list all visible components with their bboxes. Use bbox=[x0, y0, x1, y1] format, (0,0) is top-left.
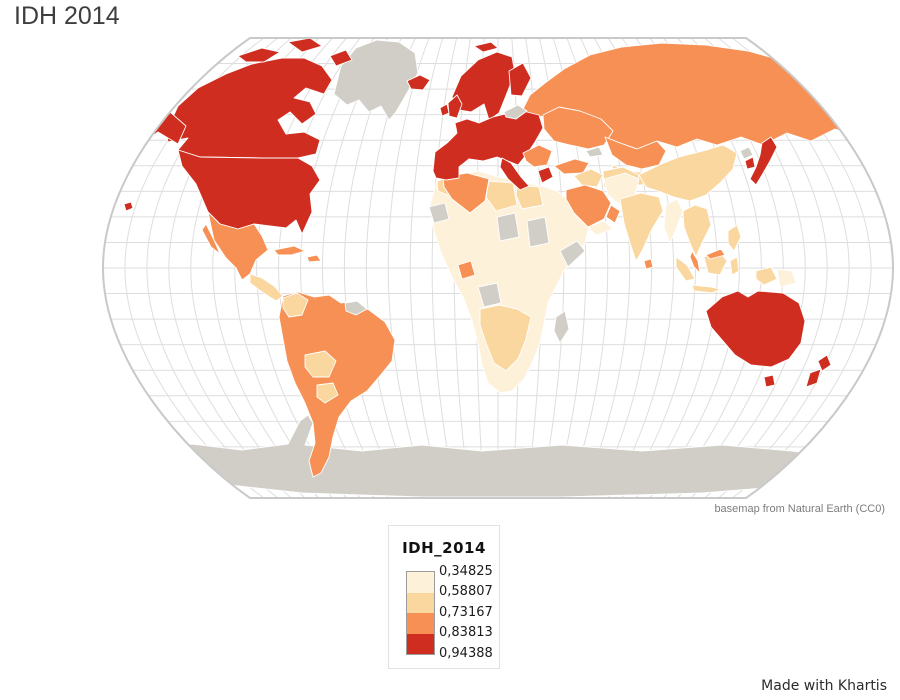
region-caucasus bbox=[585, 146, 604, 158]
region-egypt bbox=[515, 184, 544, 210]
region-central-america bbox=[249, 273, 284, 302]
region-ireland bbox=[439, 103, 450, 117]
region-somalia bbox=[559, 240, 586, 268]
region-china bbox=[638, 144, 738, 202]
basemap-attribution: basemap from Natural Earth (CC0) bbox=[714, 503, 885, 515]
region-sri-lanka bbox=[643, 258, 654, 270]
region-sudan bbox=[526, 216, 550, 248]
region-java bbox=[691, 284, 722, 294]
legend-swatch-class1 bbox=[407, 572, 434, 593]
legend-swatch-stack bbox=[406, 571, 435, 655]
region-chad bbox=[496, 212, 520, 242]
legend-value-3: 0,73167 bbox=[439, 605, 493, 620]
region-baltics bbox=[503, 104, 528, 120]
region-north-korea bbox=[739, 146, 754, 160]
region-iraq-syria bbox=[573, 168, 604, 188]
region-usa bbox=[177, 149, 321, 235]
region-south-america bbox=[278, 291, 396, 478]
region-ukraine-belarus bbox=[542, 106, 614, 150]
legend-value-2: 0,58807 bbox=[439, 584, 493, 599]
region-baja-california bbox=[201, 223, 221, 255]
region-tasmania bbox=[763, 374, 776, 388]
region-turkey bbox=[553, 158, 590, 175]
region-india bbox=[619, 192, 664, 262]
legend-labels: 0,34825 0,58807 0,73167 0,83813 0,94388 bbox=[439, 564, 503, 661]
region-png bbox=[776, 268, 797, 288]
region-bolivia bbox=[304, 350, 337, 378]
region-west-papua bbox=[755, 266, 778, 286]
region-guyanas bbox=[344, 300, 368, 316]
region-angola bbox=[477, 282, 502, 308]
legend-value-5: 0,94388 bbox=[439, 646, 493, 661]
region-nz-north bbox=[817, 354, 832, 372]
region-hawaii bbox=[123, 201, 134, 212]
region-yemen bbox=[587, 220, 614, 236]
region-africa bbox=[429, 170, 590, 394]
region-kazakhstan bbox=[604, 136, 667, 170]
region-iceland bbox=[406, 74, 431, 91]
region-arctic-island-2 bbox=[287, 38, 323, 53]
region-malay-peninsula bbox=[689, 250, 701, 274]
region-libya bbox=[485, 180, 518, 212]
legend-swatch-class3 bbox=[407, 613, 434, 634]
region-japan bbox=[749, 136, 778, 186]
page-title: IDH 2014 bbox=[14, 2, 120, 30]
region-mexico bbox=[207, 211, 269, 281]
region-italy bbox=[499, 157, 530, 191]
region-philippines bbox=[727, 224, 742, 252]
region-hispaniola bbox=[306, 254, 322, 263]
region-uk bbox=[447, 94, 463, 119]
region-southern-africa bbox=[479, 304, 532, 372]
region-sumatra bbox=[675, 256, 696, 282]
region-balkans bbox=[522, 144, 553, 168]
region-nz-south bbox=[805, 368, 822, 388]
region-cuba bbox=[273, 245, 306, 256]
legend-swatch-class2 bbox=[407, 592, 434, 613]
legend-value-1: 0,34825 bbox=[439, 564, 493, 579]
region-myanmar bbox=[663, 198, 684, 244]
region-canada bbox=[165, 57, 333, 159]
region-indochina bbox=[682, 204, 712, 258]
region-colombia bbox=[282, 292, 309, 318]
legend-value-4: 0,83813 bbox=[439, 625, 493, 640]
region-saudi-arabia bbox=[565, 184, 612, 228]
region-sulawesi bbox=[729, 256, 740, 276]
region-finland bbox=[508, 62, 532, 97]
region-south-korea bbox=[744, 156, 756, 170]
khartis-credit: Made with Khartis bbox=[761, 678, 887, 694]
region-alaska bbox=[105, 81, 187, 153]
region-russia-east-fragment bbox=[112, 74, 134, 91]
region-algeria bbox=[442, 172, 490, 214]
region-antarctica bbox=[149, 414, 857, 498]
legend-title: IDH_2014 bbox=[402, 539, 486, 557]
projection-outline bbox=[101, 37, 895, 499]
region-gabon bbox=[457, 260, 476, 280]
region-arctic-island-3 bbox=[329, 49, 353, 67]
legend-scale: 0,34825 0,58807 0,73167 0,83813 0,94388 bbox=[406, 564, 499, 661]
region-arctic-island-1 bbox=[237, 47, 281, 63]
region-oman bbox=[605, 204, 621, 224]
legend: IDH_2014 0,34825 0,58807 0,73167 0,83813… bbox=[388, 525, 500, 669]
region-madagascar bbox=[553, 310, 570, 344]
region-malaysia-borneo bbox=[705, 248, 726, 260]
region-paraguay bbox=[316, 382, 339, 404]
region-mauritania bbox=[428, 202, 450, 224]
region-europe-west bbox=[432, 110, 544, 181]
region-greenland bbox=[333, 39, 419, 121]
region-australia bbox=[705, 290, 806, 368]
region-greece bbox=[537, 166, 554, 184]
region-svalbard bbox=[473, 41, 499, 53]
legend-swatch-class4 bbox=[407, 633, 434, 654]
region-scandinavia bbox=[451, 51, 516, 121]
